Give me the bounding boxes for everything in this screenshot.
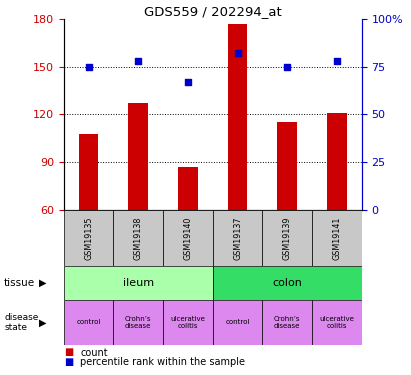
- Bar: [213, 266, 362, 300]
- Bar: [228, 24, 247, 306]
- Text: disease
state: disease state: [4, 313, 39, 332]
- Bar: [64, 266, 213, 300]
- Bar: [113, 210, 163, 266]
- Text: GSM19140: GSM19140: [183, 216, 192, 260]
- Text: GSM19141: GSM19141: [332, 216, 342, 260]
- Point: [185, 79, 191, 85]
- Bar: [262, 210, 312, 266]
- Text: ■: ■: [64, 357, 73, 367]
- Bar: [312, 210, 362, 266]
- Point: [284, 63, 291, 70]
- Text: ulcerative
colitis: ulcerative colitis: [319, 316, 354, 329]
- Text: Crohn’s
disease: Crohn’s disease: [274, 316, 300, 329]
- Text: GSM19137: GSM19137: [233, 216, 242, 260]
- Bar: [277, 122, 297, 306]
- Bar: [128, 103, 148, 306]
- Text: Crohn’s
disease: Crohn’s disease: [125, 316, 151, 329]
- Text: control: control: [225, 320, 250, 326]
- Bar: [163, 210, 213, 266]
- Text: ▶: ▶: [39, 318, 46, 327]
- Point: [135, 58, 141, 64]
- Bar: [213, 300, 262, 345]
- Text: GSM19138: GSM19138: [134, 216, 143, 260]
- Bar: [79, 134, 99, 306]
- Title: GDS559 / 202294_at: GDS559 / 202294_at: [144, 4, 282, 18]
- Point: [334, 58, 340, 64]
- Point: [234, 50, 241, 56]
- Text: GSM19135: GSM19135: [84, 216, 93, 260]
- Bar: [163, 300, 213, 345]
- Bar: [113, 300, 163, 345]
- Bar: [327, 113, 347, 306]
- Text: GSM19139: GSM19139: [283, 216, 292, 260]
- Text: percentile rank within the sample: percentile rank within the sample: [80, 357, 245, 367]
- Text: tissue: tissue: [4, 278, 35, 288]
- Bar: [64, 300, 113, 345]
- Text: ileum: ileum: [122, 278, 154, 288]
- Bar: [262, 300, 312, 345]
- Text: control: control: [76, 320, 101, 326]
- Text: count: count: [80, 348, 108, 357]
- Bar: [178, 167, 198, 306]
- Bar: [312, 300, 362, 345]
- Text: ▶: ▶: [39, 278, 46, 288]
- Point: [85, 63, 92, 70]
- Text: ■: ■: [64, 348, 73, 357]
- Bar: [213, 210, 262, 266]
- Text: colon: colon: [272, 278, 302, 288]
- Bar: [64, 210, 113, 266]
- Text: ulcerative
colitis: ulcerative colitis: [171, 316, 206, 329]
